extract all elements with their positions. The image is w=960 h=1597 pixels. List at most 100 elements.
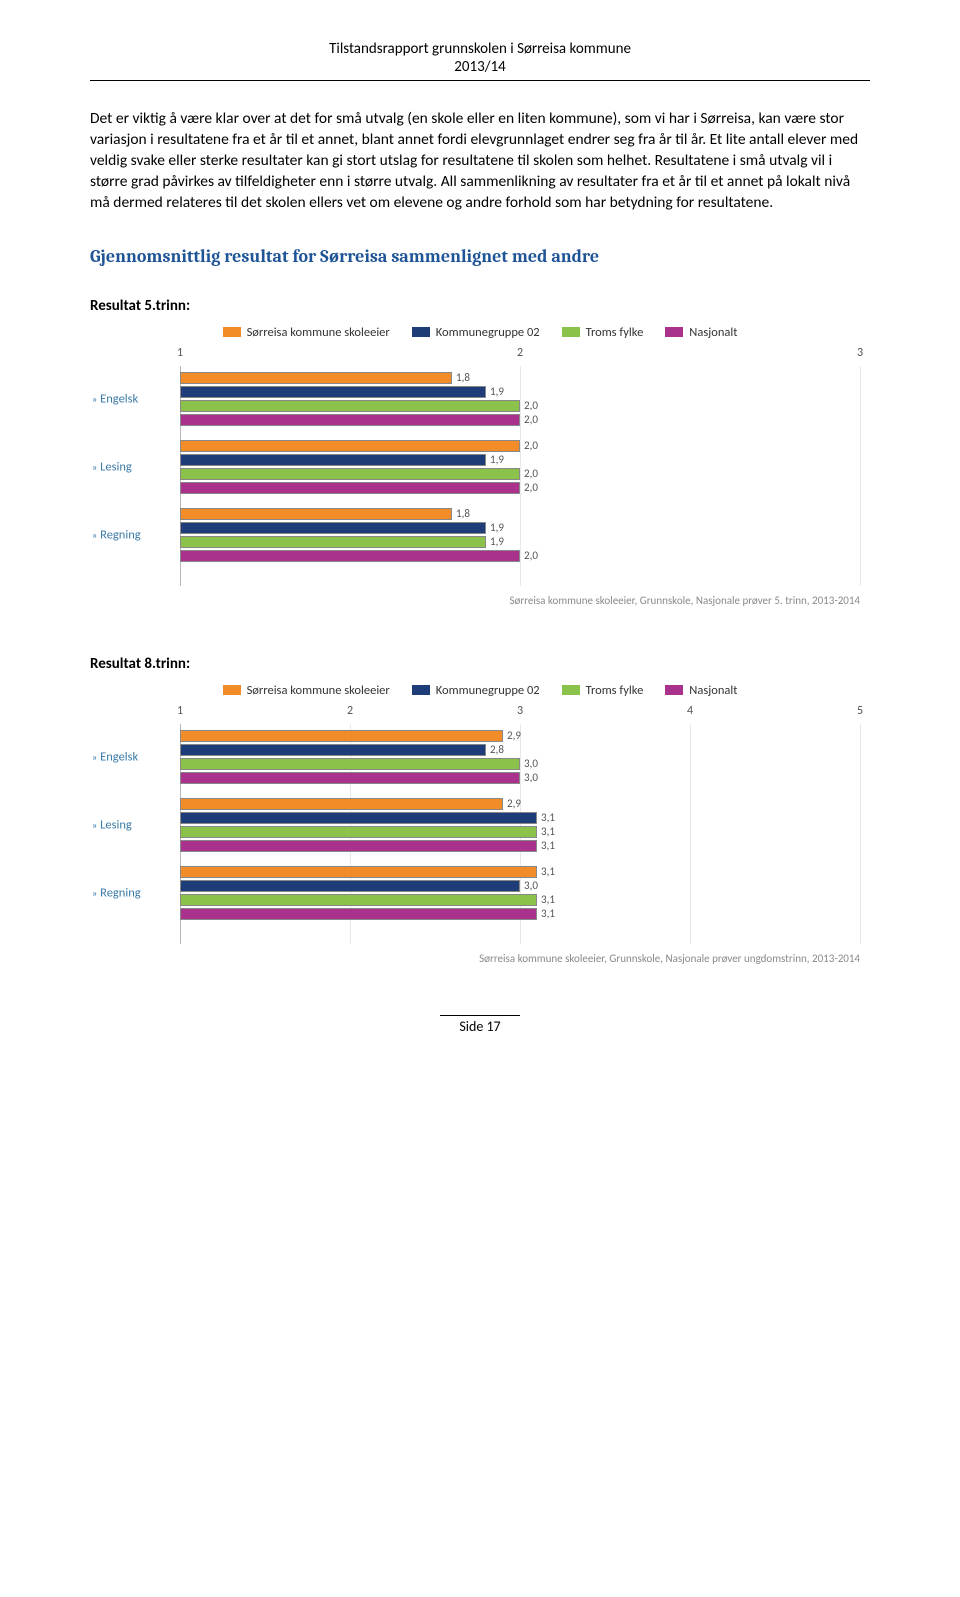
legend-item: Kommunegruppe 02 [412, 325, 540, 340]
bar [180, 866, 537, 878]
group-label-text: Lesing [100, 459, 132, 474]
bar-value-label: 1,9 [490, 521, 504, 534]
legend-item: Nasjonalt [665, 325, 737, 340]
bar-row: 1,9 [180, 386, 860, 398]
bar-row: 2,0 [180, 468, 860, 480]
section-heading: Gjennomsnittlig resultat for Sørreisa sa… [90, 246, 870, 267]
bar [180, 536, 486, 548]
bar-row: 2,0 [180, 440, 860, 452]
legend-swatch [412, 685, 430, 695]
legend-swatch [223, 685, 241, 695]
bar [180, 744, 486, 756]
group-label-text: Engelsk [100, 391, 138, 406]
header-rule [90, 80, 870, 81]
bar-value-label: 3,0 [524, 879, 538, 892]
chart-group: »Regning3,13,03,13,1 [180, 866, 860, 920]
axis-tick-label: 1 [177, 346, 183, 360]
bar-row: 2,0 [180, 550, 860, 562]
chart-8trinn: Resultat 8.trinn: Sørreisa kommune skole… [90, 655, 870, 965]
bar-row: 2,0 [180, 400, 860, 412]
group-label: »Regning [92, 527, 141, 542]
chart8-legend: Sørreisa kommune skoleeier Kommunegruppe … [90, 683, 870, 698]
bar-row: 3,1 [180, 908, 860, 920]
bar-value-label: 3,1 [541, 893, 555, 906]
bar-row: 3,1 [180, 840, 860, 852]
header-year: 2013/14 [90, 58, 870, 76]
bar-value-label: 2,0 [524, 481, 538, 494]
footer-rule [440, 1015, 520, 1016]
bar [180, 880, 520, 892]
bar [180, 812, 537, 824]
bar-value-label: 3,0 [524, 757, 538, 770]
legend-label: Sørreisa kommune skoleeier [247, 683, 390, 698]
legend-swatch [665, 327, 683, 337]
bar [180, 454, 486, 466]
bar-row: 3,0 [180, 772, 860, 784]
bar-row: 3,1 [180, 894, 860, 906]
bar [180, 772, 520, 784]
bar-value-label: 2,0 [524, 467, 538, 480]
legend-item: Troms fylke [562, 683, 644, 698]
bar [180, 826, 537, 838]
chart8-footnote: Sørreisa kommune skoleeier, Grunnskole, … [90, 952, 860, 965]
bar [180, 386, 486, 398]
bar [180, 372, 452, 384]
bar [180, 522, 486, 534]
bar-value-label: 2,9 [507, 729, 521, 742]
page-header: Tilstandsrapport grunnskolen i Sørreisa … [90, 40, 870, 76]
bar-value-label: 2,0 [524, 549, 538, 562]
axis-tick-label: 1 [177, 704, 183, 718]
axis-tick-label: 4 [687, 704, 693, 718]
bar-row: 3,1 [180, 866, 860, 878]
legend-label: Kommunegruppe 02 [436, 325, 540, 340]
chart5-footnote: Sørreisa kommune skoleeier, Grunnskole, … [90, 594, 860, 607]
group-label: »Regning [92, 885, 141, 900]
intro-paragraph: Det er viktig å være klar over at det fo… [90, 109, 870, 214]
legend-label: Kommunegruppe 02 [436, 683, 540, 698]
bar-row: 2,0 [180, 414, 860, 426]
chart5-body: »Engelsk1,81,92,02,0»Lesing2,01,92,02,0»… [180, 366, 860, 586]
chart-group: »Engelsk1,81,92,02,0 [180, 372, 860, 426]
legend-label: Troms fylke [586, 683, 644, 698]
bar [180, 482, 520, 494]
bar [180, 798, 503, 810]
chart5-axis: 123 [180, 346, 860, 364]
axis-tick-label: 2 [517, 346, 523, 360]
axis-tick-label: 3 [517, 704, 523, 718]
chart5-heading: Resultat 5.trinn: [90, 297, 870, 315]
bar-value-label: 2,8 [490, 743, 504, 756]
bar-row: 1,8 [180, 372, 860, 384]
bar-value-label: 1,9 [490, 385, 504, 398]
bar-row: 3,1 [180, 826, 860, 838]
bar [180, 894, 537, 906]
legend-swatch [412, 327, 430, 337]
bar-row: 3,0 [180, 758, 860, 770]
group-label-text: Regning [100, 527, 141, 542]
page-number: Side 17 [90, 1018, 870, 1035]
bar [180, 840, 537, 852]
page-footer: Side 17 [90, 1015, 870, 1035]
bar-value-label: 3,1 [541, 811, 555, 824]
bar-value-label: 3,1 [541, 865, 555, 878]
bar-value-label: 3,1 [541, 825, 555, 838]
group-label: »Lesing [92, 459, 132, 474]
bar [180, 730, 503, 742]
bar-row: 2,9 [180, 798, 860, 810]
axis-tick-label: 5 [857, 704, 863, 718]
bar-value-label: 2,0 [524, 413, 538, 426]
gridline [860, 724, 861, 944]
group-label-text: Regning [100, 885, 141, 900]
chart-group: »Engelsk2,92,83,03,0 [180, 730, 860, 784]
bar [180, 468, 520, 480]
header-title: Tilstandsrapport grunnskolen i Sørreisa … [90, 40, 870, 58]
bar-row: 2,9 [180, 730, 860, 742]
bar-value-label: 3,1 [541, 839, 555, 852]
chart8-body: »Engelsk2,92,83,03,0»Lesing2,93,13,13,1»… [180, 724, 860, 944]
legend-swatch [562, 327, 580, 337]
axis-tick-label: 2 [347, 704, 353, 718]
bar-value-label: 2,0 [524, 439, 538, 452]
group-label: »Engelsk [92, 749, 138, 764]
chart-group: »Lesing2,01,92,02,0 [180, 440, 860, 494]
bar-row: 1,9 [180, 454, 860, 466]
bar [180, 400, 520, 412]
